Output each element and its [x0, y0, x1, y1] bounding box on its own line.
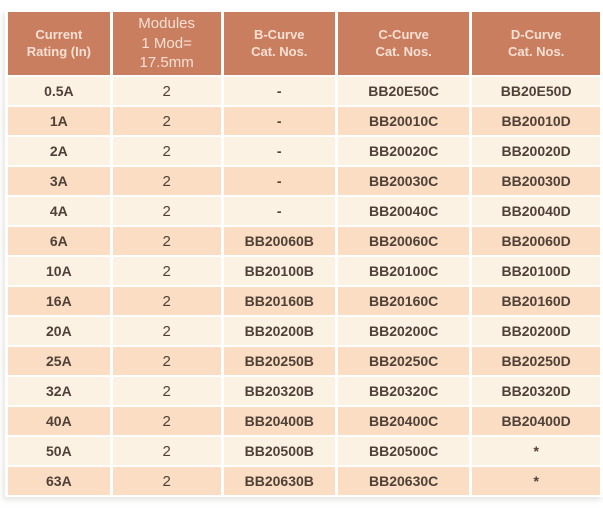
c-curve-cell: BB20020C: [337, 137, 470, 165]
c-curve-cell: BB20060C: [337, 227, 470, 255]
b-curve-cell: BB20400B: [223, 407, 335, 435]
c-curve-cell: BB20400C: [337, 407, 470, 435]
b-curve-cell: BB20160B: [223, 287, 335, 315]
d-curve-cell: *: [472, 467, 600, 495]
c-curve-cell: BB20040C: [337, 197, 470, 225]
d-curve-cell: BB20100D: [472, 257, 600, 285]
table-header: Current Rating (In) Modules 1 Mod= 17.5m…: [8, 12, 600, 75]
d-curve-cell: BB20160D: [472, 287, 600, 315]
table-row: 50A 2 BB20500B BB20500C *: [8, 437, 600, 465]
table-row: 3A 2- BB20030C BB20030D: [8, 167, 600, 195]
b-curve-cell: -: [223, 77, 335, 105]
c-curve-cell: BB20320C: [337, 377, 470, 405]
modules-cell: 2: [112, 107, 221, 135]
modules-cell: 2: [112, 467, 221, 495]
current-rating-cell: 1A: [8, 107, 110, 135]
modules-cell: 2: [112, 377, 221, 405]
c-curve-cell: BB20630C: [337, 467, 470, 495]
column-header-d-curve: D-Curve Cat. Nos.: [472, 12, 600, 75]
c-curve-cell: BB20200C: [337, 317, 470, 345]
column-header-b-curve: B-Curve Cat. Nos.: [223, 12, 335, 75]
table-row: 25A 2 BB20250B BB20250C BB20250D: [8, 347, 600, 375]
c-curve-cell: BB20030C: [337, 167, 470, 195]
current-rating-cell: 16A: [8, 287, 110, 315]
b-curve-cell: BB20250B: [223, 347, 335, 375]
b-curve-cell: BB20200B: [223, 317, 335, 345]
table-header-row: Current Rating (In) Modules 1 Mod= 17.5m…: [8, 12, 600, 75]
table-row: 2A 2- BB20020C BB20020D: [8, 137, 600, 165]
b-curve-cell: -: [223, 167, 335, 195]
d-curve-cell: *: [472, 437, 600, 465]
modules-cell: 2: [112, 347, 221, 375]
current-rating-cell: 50A: [8, 437, 110, 465]
b-curve-cell: -: [223, 197, 335, 225]
catalog-table: Current Rating (In) Modules 1 Mod= 17.5m…: [5, 10, 603, 497]
current-rating-cell: 0.5A: [8, 77, 110, 105]
c-curve-cell: BB20100C: [337, 257, 470, 285]
modules-cell: 2: [112, 227, 221, 255]
d-curve-cell: BB20320D: [472, 377, 600, 405]
current-rating-cell: 6A: [8, 227, 110, 255]
b-curve-cell: -: [223, 137, 335, 165]
d-curve-cell: BB20200D: [472, 317, 600, 345]
catalog-table-container: Current Rating (In) Modules 1 Mod= 17.5m…: [5, 10, 603, 497]
modules-cell: 2: [112, 317, 221, 345]
table-row: 32A 2 BB20320B BB20320C BB20320D: [8, 377, 600, 405]
current-rating-cell: 20A: [8, 317, 110, 345]
current-rating-cell: 10A: [8, 257, 110, 285]
modules-cell: 2: [112, 197, 221, 225]
current-rating-cell: 4A: [8, 197, 110, 225]
table-row: 63A 2 BB20630B BB20630C *: [8, 467, 600, 495]
table-row: 20A 2 BB20200B BB20200C BB20200D: [8, 317, 600, 345]
table-row: 0.5A 2- BB20E50C BB20E50D: [8, 77, 600, 105]
column-header-modules: Modules 1 Mod= 17.5mm: [112, 12, 221, 75]
c-curve-cell: BB20E50C: [337, 77, 470, 105]
table-row: 16A 2 BB20160B BB20160C BB20160D: [8, 287, 600, 315]
current-rating-cell: 63A: [8, 467, 110, 495]
table-row: 40A 2 BB20400B BB20400C BB20400D: [8, 407, 600, 435]
current-rating-cell: 40A: [8, 407, 110, 435]
d-curve-cell: BB20040D: [472, 197, 600, 225]
modules-cell: 2: [112, 407, 221, 435]
modules-cell: 2: [112, 77, 221, 105]
c-curve-cell: BB20250C: [337, 347, 470, 375]
current-rating-cell: 3A: [8, 167, 110, 195]
b-curve-cell: BB20100B: [223, 257, 335, 285]
d-curve-cell: BB20E50D: [472, 77, 600, 105]
b-curve-cell: BB20630B: [223, 467, 335, 495]
modules-cell: 2: [112, 287, 221, 315]
table-row: 10A 2 BB20100B BB20100C BB20100D: [8, 257, 600, 285]
table-body: 0.5A 2- BB20E50C BB20E50D 1A 2- BB20010C BB2001…: [8, 77, 600, 495]
current-rating-cell: 25A: [8, 347, 110, 375]
modules-cell: 2: [112, 137, 221, 165]
c-curve-cell: BB20010C: [337, 107, 470, 135]
d-curve-cell: BB20400D: [472, 407, 600, 435]
current-rating-cell: 2A: [8, 137, 110, 165]
column-header-current-rating: Current Rating (In): [8, 12, 110, 75]
b-curve-cell: -: [223, 107, 335, 135]
table-row: 4A 2- BB20040C BB20040D: [8, 197, 600, 225]
c-curve-cell: BB20500C: [337, 437, 470, 465]
d-curve-cell: BB20020D: [472, 137, 600, 165]
modules-cell: 2: [112, 257, 221, 285]
b-curve-cell: BB20060B: [223, 227, 335, 255]
table-row: 6A 2 BB20060B BB20060C BB20060D: [8, 227, 600, 255]
d-curve-cell: BB20060D: [472, 227, 600, 255]
d-curve-cell: BB20010D: [472, 107, 600, 135]
table-row: 1A 2- BB20010C BB20010D: [8, 107, 600, 135]
current-rating-cell: 32A: [8, 377, 110, 405]
column-header-c-curve: C-Curve Cat. Nos.: [337, 12, 470, 75]
b-curve-cell: BB20320B: [223, 377, 335, 405]
modules-cell: 2: [112, 167, 221, 195]
modules-cell: 2: [112, 437, 221, 465]
d-curve-cell: BB20250D: [472, 347, 600, 375]
c-curve-cell: BB20160C: [337, 287, 470, 315]
b-curve-cell: BB20500B: [223, 437, 335, 465]
d-curve-cell: BB20030D: [472, 167, 600, 195]
